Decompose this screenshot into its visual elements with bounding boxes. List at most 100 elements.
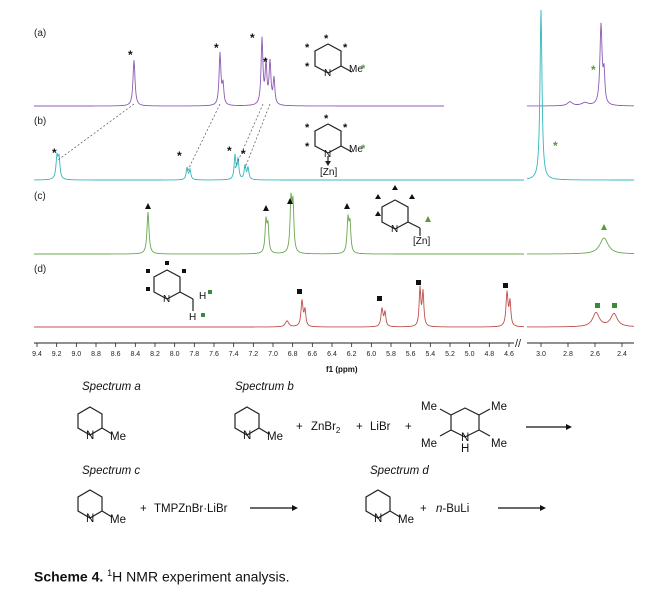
structure-b-zn: [Zn] bbox=[320, 167, 337, 178]
scheme-b-libr: LiBr bbox=[370, 421, 391, 433]
axis-tick-label: 6.4 bbox=[327, 351, 337, 358]
structure-c-n: N bbox=[391, 224, 398, 235]
axis-tick-label: 2.6 bbox=[590, 351, 600, 358]
square-marker-green bbox=[595, 303, 600, 308]
triangle-marker bbox=[263, 205, 269, 211]
tmp-me-4: Me bbox=[491, 438, 507, 450]
star-marker: * bbox=[241, 147, 246, 161]
markers-b: * * * * * bbox=[52, 139, 558, 163]
spectrum-trace-c bbox=[34, 192, 524, 255]
structure-b: N Me [Zn] * * * * * bbox=[305, 113, 366, 178]
scheme-d-me: Me bbox=[398, 514, 414, 526]
scheme-a-n: N bbox=[86, 430, 94, 442]
reaction-arrow-c bbox=[292, 505, 298, 511]
scheme-spectrum-c: Spectrum c N Me + TMPZnBr·LiBr bbox=[77, 465, 298, 526]
scheme-a-me: Me bbox=[110, 431, 126, 443]
axis-tick-label: 8.4 bbox=[130, 351, 140, 358]
axis-tick-label: 9.2 bbox=[52, 351, 62, 358]
axis-tick-label: 2.4 bbox=[617, 351, 627, 358]
markers-d bbox=[297, 280, 617, 308]
scheme-b-plus3: + bbox=[405, 421, 412, 433]
star-marker: * bbox=[250, 31, 255, 45]
ticks-left: 9.4 9.2 9.0 8.8 8.6 8.4 8.2 8.0 7.8 7.6 7.4 7.2 7.0 6… bbox=[32, 343, 514, 358]
scheme-spectrum-d: Spectrum d N Me + n-BuLi bbox=[365, 465, 546, 526]
tmp-h: H bbox=[461, 443, 469, 455]
panel-label-a: (a) bbox=[34, 28, 46, 39]
svg-text:*: * bbox=[305, 42, 310, 54]
svg-text:*: * bbox=[305, 122, 310, 134]
structure-d-h2: H bbox=[189, 312, 196, 323]
triangle-marker bbox=[344, 203, 350, 209]
spectrum-trace-b-right bbox=[526, 9, 634, 181]
caption-text: H NMR experiment analysis. bbox=[112, 568, 290, 585]
axis-tick-label: 7.8 bbox=[189, 351, 199, 358]
tmp-me-2: Me bbox=[421, 438, 437, 450]
panel-label-c: (c) bbox=[34, 191, 46, 202]
spectrum-trace-a bbox=[34, 36, 444, 107]
tmp-me-1: Me bbox=[421, 401, 437, 413]
square-marker bbox=[503, 283, 508, 288]
structure-d-h1: H bbox=[199, 291, 206, 302]
scheme-spectrum-b: Spectrum b N Me + ZnBr2 + LiBr + Me Me M… bbox=[234, 381, 572, 455]
star-marker-green: * bbox=[553, 139, 558, 153]
scheme-label-a: Spectrum a bbox=[82, 381, 141, 393]
axis-tick-label: 4.6 bbox=[504, 351, 514, 358]
axis-tick-label: 2.8 bbox=[563, 351, 573, 358]
figure-caption: Scheme 4. 1H NMR experiment analysis. bbox=[34, 568, 290, 585]
axis-tick-label: 6.6 bbox=[307, 351, 317, 358]
axis-tick-label: 9.0 bbox=[71, 351, 81, 358]
spectrum-trace-a-right bbox=[527, 22, 634, 107]
axis-tick-label: 4.8 bbox=[484, 351, 494, 358]
svg-text:*: * bbox=[343, 122, 348, 134]
svg-text:*: * bbox=[343, 42, 348, 54]
markers-a: * * * * * bbox=[128, 31, 596, 77]
scheme-b-me: Me bbox=[267, 431, 283, 443]
scheme-label-d: Spectrum d bbox=[370, 465, 429, 477]
caption-bold: Scheme 4. bbox=[34, 568, 104, 585]
x-axis: // 9.4 9.2 9.0 8.8 8.6 8.4 8.2 8.0 7.8 7.6 7.4 7.2 7… bbox=[32, 338, 634, 374]
axis-tick-label: 8.8 bbox=[91, 351, 101, 358]
scheme-b-plus1: + bbox=[296, 421, 303, 433]
axis-tick-label: 7.0 bbox=[268, 351, 278, 358]
structure-a-me: Me bbox=[349, 64, 363, 75]
reaction-arrow-d bbox=[540, 505, 546, 511]
scheme-label-c: Spectrum c bbox=[82, 465, 140, 477]
spectrum-trace-d bbox=[34, 285, 524, 328]
tmp-n: N bbox=[461, 432, 469, 444]
star-marker: * bbox=[263, 55, 268, 69]
structure-d-n: N bbox=[163, 294, 170, 305]
structure-b-n: N bbox=[324, 149, 331, 160]
svg-text:*: * bbox=[305, 61, 310, 73]
panel-label-d: (d) bbox=[34, 264, 46, 275]
axis-tick-label: 8.0 bbox=[170, 351, 180, 358]
triangle-marker bbox=[145, 203, 151, 209]
markers-c bbox=[145, 198, 607, 230]
spectrum-trace-c-right bbox=[527, 237, 634, 255]
spectrum-trace-d-right bbox=[527, 311, 634, 328]
square-marker-green bbox=[612, 303, 617, 308]
scheme-b-znbr2: ZnBr2 bbox=[311, 421, 341, 435]
scheme-c-n: N bbox=[86, 513, 94, 525]
axis-tick-label: 8.2 bbox=[150, 351, 160, 358]
axis-tick-label: 5.4 bbox=[425, 351, 435, 358]
axis-break: // bbox=[515, 338, 522, 350]
axis-title: f1 (ppm) bbox=[326, 365, 358, 374]
structure-b-me: Me bbox=[349, 144, 363, 155]
star-marker: * bbox=[177, 149, 182, 163]
axis-tick-label: 6.8 bbox=[288, 351, 298, 358]
structure-a-n: N bbox=[324, 68, 331, 79]
svg-text:*: * bbox=[324, 113, 329, 125]
axis-tick-label: 9.4 bbox=[32, 351, 42, 358]
scheme-b-plus2: + bbox=[356, 421, 363, 433]
svg-text:*: * bbox=[361, 63, 366, 75]
spectrum-trace-b bbox=[34, 151, 524, 181]
axis-tick-label: 7.4 bbox=[229, 351, 239, 358]
scheme-b-n: N bbox=[243, 430, 251, 442]
correlation-lines bbox=[57, 103, 271, 173]
axis-tick-label: 3.0 bbox=[536, 351, 546, 358]
axis-tick-label: 7.6 bbox=[209, 351, 219, 358]
scheme-d-n: N bbox=[374, 513, 382, 525]
star-marker: * bbox=[214, 41, 219, 55]
structure-c-zn: [Zn] bbox=[413, 236, 430, 247]
axis-tick-label: 6.0 bbox=[366, 351, 376, 358]
